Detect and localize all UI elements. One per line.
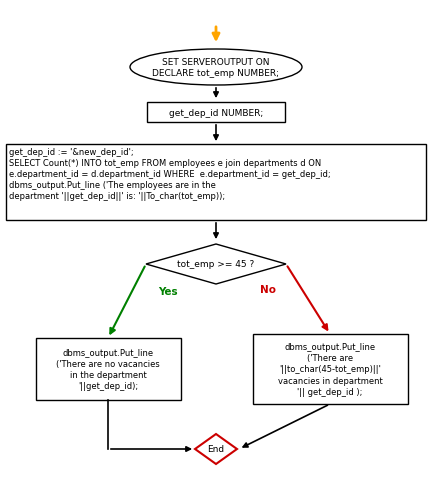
Text: SET SERVEROUTPUT ON
DECLARE tot_emp NUMBER;: SET SERVEROUTPUT ON DECLARE tot_emp NUMB… — [152, 58, 279, 78]
Text: tot_emp >= 45 ?: tot_emp >= 45 ? — [178, 260, 255, 269]
Text: dbms_output.Put_line
('There are
'||to_char(45-tot_emp)||'
vacancies in departme: dbms_output.Put_line ('There are '||to_c… — [278, 343, 382, 396]
Text: Yes: Yes — [158, 287, 178, 296]
Text: get_dep_id := '&new_dep_id';
SELECT Count(*) INTO tot_emp FROM employees e join : get_dep_id := '&new_dep_id'; SELECT Coun… — [9, 148, 331, 201]
Text: get_dep_id NUMBER;: get_dep_id NUMBER; — [169, 108, 263, 117]
Text: End: End — [207, 444, 225, 454]
Text: dbms_output.Put_line
('There are no vacancies
in the department
'||get_dep_id);: dbms_output.Put_line ('There are no vaca… — [56, 348, 160, 390]
Text: No: No — [260, 285, 276, 294]
